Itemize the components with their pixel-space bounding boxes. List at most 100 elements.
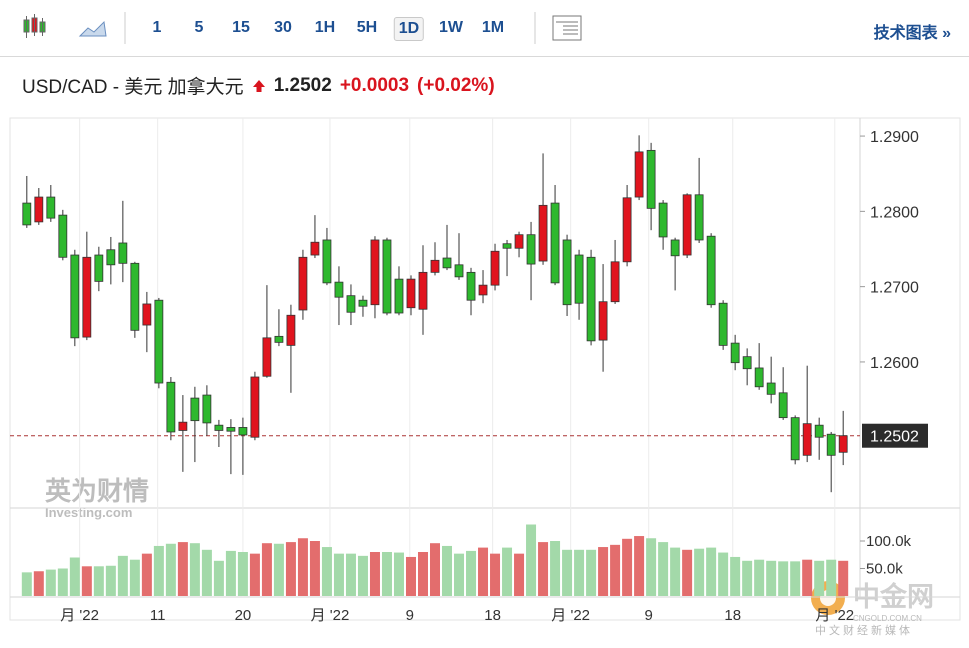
candle-body: [826, 433, 836, 456]
x-tick-label: 11: [150, 607, 166, 624]
watermark-cn: 英为财情: [45, 476, 149, 506]
volume-bar: [646, 538, 657, 596]
volume-bar: [682, 549, 693, 596]
candle-body: [598, 301, 608, 341]
candle-body: [70, 254, 80, 339]
interval-button[interactable]: 5: [194, 19, 204, 36]
candle-body: [442, 257, 452, 269]
candle-body: [430, 259, 440, 273]
candle-body: [574, 254, 584, 304]
volume-bar: [718, 552, 729, 596]
candle-body: [610, 261, 620, 303]
candle-body: [178, 421, 188, 431]
candle-body: [670, 239, 680, 257]
volume-bar: [622, 538, 633, 596]
volume-bar: [766, 560, 777, 596]
chart-frame: [9, 117, 961, 621]
volume-bar: [838, 560, 849, 596]
volume-bar: [586, 549, 597, 596]
volume-bar: [81, 566, 92, 596]
volume-bar: [285, 542, 296, 596]
volume-bar: [538, 542, 549, 596]
candle-body: [106, 249, 116, 266]
candle-body: [382, 239, 392, 314]
volume-bar: [826, 559, 837, 596]
volume-bar: [69, 557, 80, 596]
candle-body: [778, 392, 788, 419]
candle-body: [682, 194, 692, 256]
candle-body: [586, 256, 596, 342]
candle-body: [142, 303, 152, 326]
x-tick-label: 月 '22: [60, 607, 99, 624]
candle-body: [418, 271, 428, 310]
candle-body: [718, 302, 728, 346]
volume-bar: [33, 571, 44, 596]
x-tick-label: 月 '22: [815, 607, 854, 624]
interval-button[interactable]: 1H: [314, 19, 336, 36]
volume-bar: [357, 555, 368, 596]
volume-bar: [670, 547, 681, 596]
candle-body: [130, 262, 140, 331]
tech-chart-link[interactable]: 技术图表 »: [873, 25, 951, 42]
candle-icon[interactable]: [23, 14, 46, 38]
candle-body: [514, 234, 524, 249]
candle-body: [46, 196, 56, 219]
volume-bar: [153, 545, 164, 596]
volume-bar: [273, 543, 284, 596]
candle-body: [154, 299, 164, 384]
volume-bar: [430, 543, 440, 596]
x-tick-label: 18: [724, 607, 741, 624]
candle-body: [502, 243, 512, 249]
volume-bar: [778, 561, 789, 596]
interval-button[interactable]: 1D: [393, 17, 425, 41]
volume-bar: [802, 559, 813, 596]
candle-body: [286, 314, 296, 346]
candle-body: [58, 214, 68, 258]
volume-bar: [814, 560, 825, 596]
volume-bar: [502, 547, 513, 596]
y-tick-label: 1.2600: [870, 355, 919, 372]
interval-button[interactable]: 15: [232, 19, 250, 36]
candle-body: [550, 202, 560, 284]
candle-body: [370, 239, 380, 306]
candle-body: [394, 278, 404, 314]
volume-bar: [466, 550, 477, 596]
candle-body: [406, 278, 416, 309]
candle-body: [454, 264, 464, 278]
candle-body: [214, 424, 224, 431]
candle-body: [238, 427, 248, 436]
up-arrow: [252, 79, 265, 92]
volume-bar: [393, 552, 404, 596]
x-tick-label: 月 '22: [311, 607, 350, 624]
area-icon[interactable]: [78, 20, 107, 37]
candle-body: [790, 417, 800, 461]
interval-button[interactable]: 1M: [481, 19, 505, 36]
volume-bar: [442, 545, 453, 596]
interval-button[interactable]: 5H: [356, 19, 378, 36]
volume-bar: [189, 543, 200, 596]
cngold-sub: 中文财经新媒体: [815, 623, 913, 637]
candle-body: [730, 342, 740, 364]
candle-body: [490, 250, 500, 286]
toolbar: 技术图表 » 1 5 15 30 1H 5H 1D 1W 1M: [0, 0, 969, 57]
volume-bar: [478, 547, 489, 596]
volume-bar: [213, 560, 224, 596]
candle-body: [658, 202, 668, 238]
candle-body: [274, 335, 284, 343]
candle-body: [838, 435, 848, 453]
volume-bar: [694, 548, 705, 596]
y-tick-label: 100.0k: [866, 533, 912, 550]
layout-icon[interactable]: [552, 15, 582, 41]
candle-body: [226, 427, 236, 432]
change-pct: (+0.02%): [417, 74, 495, 96]
interval-button[interactable]: 1W: [439, 19, 463, 36]
candle-body: [262, 337, 272, 377]
volume-bar: [417, 552, 428, 596]
interval-button[interactable]: 1: [152, 19, 162, 36]
volume-bar: [45, 569, 56, 596]
volume-bar: [369, 552, 380, 596]
interval-button[interactable]: 30: [274, 19, 292, 36]
y-tick-label: 1.2800: [870, 204, 919, 221]
x-tick-label: 18: [484, 607, 501, 624]
candle-body: [346, 295, 356, 313]
